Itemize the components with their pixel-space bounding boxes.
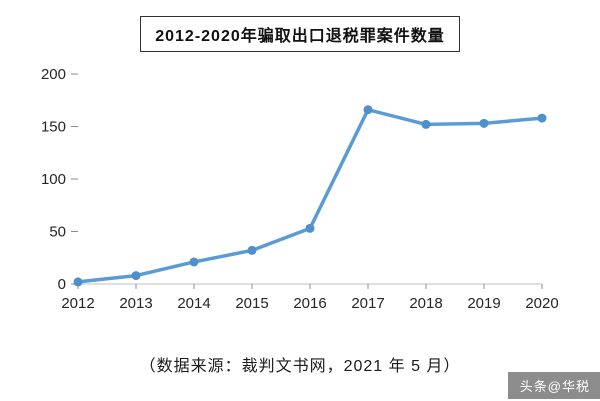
x-tick-label: 2017 (351, 295, 384, 312)
source-caption: （数据来源：裁判文书网，2021 年 5 月） (139, 358, 461, 375)
y-tick-label: 50 (49, 224, 66, 241)
y-tick-label: 100 (41, 171, 66, 188)
data-line (76, 107, 544, 284)
y-tick-label: 150 (41, 119, 66, 136)
data-point (131, 271, 141, 281)
data-point (537, 113, 547, 123)
data-point (363, 105, 373, 115)
x-tick-label: 2014 (177, 295, 210, 312)
x-tick-label: 2019 (467, 295, 500, 312)
data-point (247, 245, 257, 255)
data-point (421, 119, 431, 129)
line-chart: 0 50 100 150 200 2012 2013 2014 2015 2016 2017 2018… (41, 66, 559, 312)
data-point (73, 277, 83, 287)
chart-title: 2012-2020年骗取出口退税罪案件数量 (140, 16, 460, 52)
x-tick-label: 2013 (119, 295, 152, 312)
y-tick-label: 200 (41, 66, 66, 83)
x-tick-label: 2016 (293, 295, 326, 312)
y-tick-label: 0 (58, 276, 66, 293)
title-wrap: 2012-2020年骗取出口退税罪案件数量 (0, 0, 600, 52)
x-tick-label: 2012 (61, 295, 94, 312)
x-tick-label: 2018 (409, 295, 442, 312)
watermark-badge: 头条@华税 (507, 372, 600, 399)
x-tick-label: 2020 (525, 295, 558, 312)
x-tick-label: 2015 (235, 295, 268, 312)
data-point (479, 118, 489, 128)
data-point (305, 223, 315, 233)
data-point (189, 257, 199, 267)
